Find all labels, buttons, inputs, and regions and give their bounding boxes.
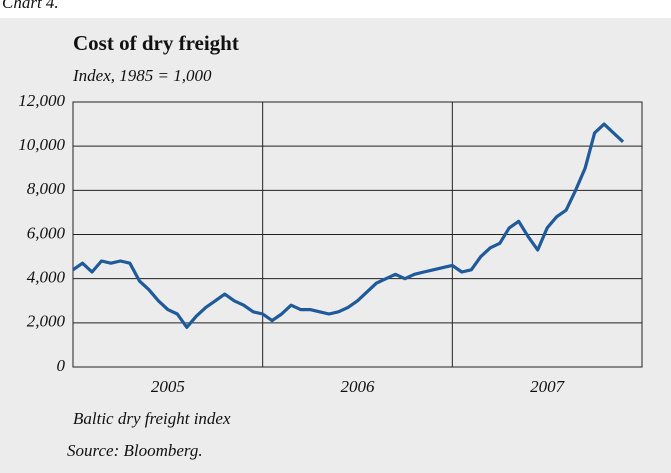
y-tick-label: 0 — [57, 356, 66, 375]
x-tick-label: 2007 — [530, 377, 566, 396]
x-tick-label: 2006 — [341, 377, 376, 396]
line — [72, 122, 625, 329]
y-tick-label: 10,000 — [18, 135, 65, 154]
chart-subtitle: Index, 1985 = 1,000 — [72, 66, 212, 85]
chart-title: Cost of dry freight — [73, 31, 239, 55]
source: Source: Bloomberg. — [67, 441, 203, 460]
y-tick-label: 4,000 — [27, 268, 66, 287]
panel — [0, 18, 671, 473]
y-tick-label: 8,000 — [27, 179, 66, 198]
caption: Chart 4. — [2, 0, 59, 12]
x-tick-label: 2005 — [151, 377, 185, 396]
y-tick-label: 2,000 — [27, 312, 66, 331]
y-tick-label: 6,000 — [27, 223, 66, 242]
series-label: Baltic dry freight index — [73, 409, 231, 428]
y-tick-label: 12,000 — [18, 91, 65, 110]
